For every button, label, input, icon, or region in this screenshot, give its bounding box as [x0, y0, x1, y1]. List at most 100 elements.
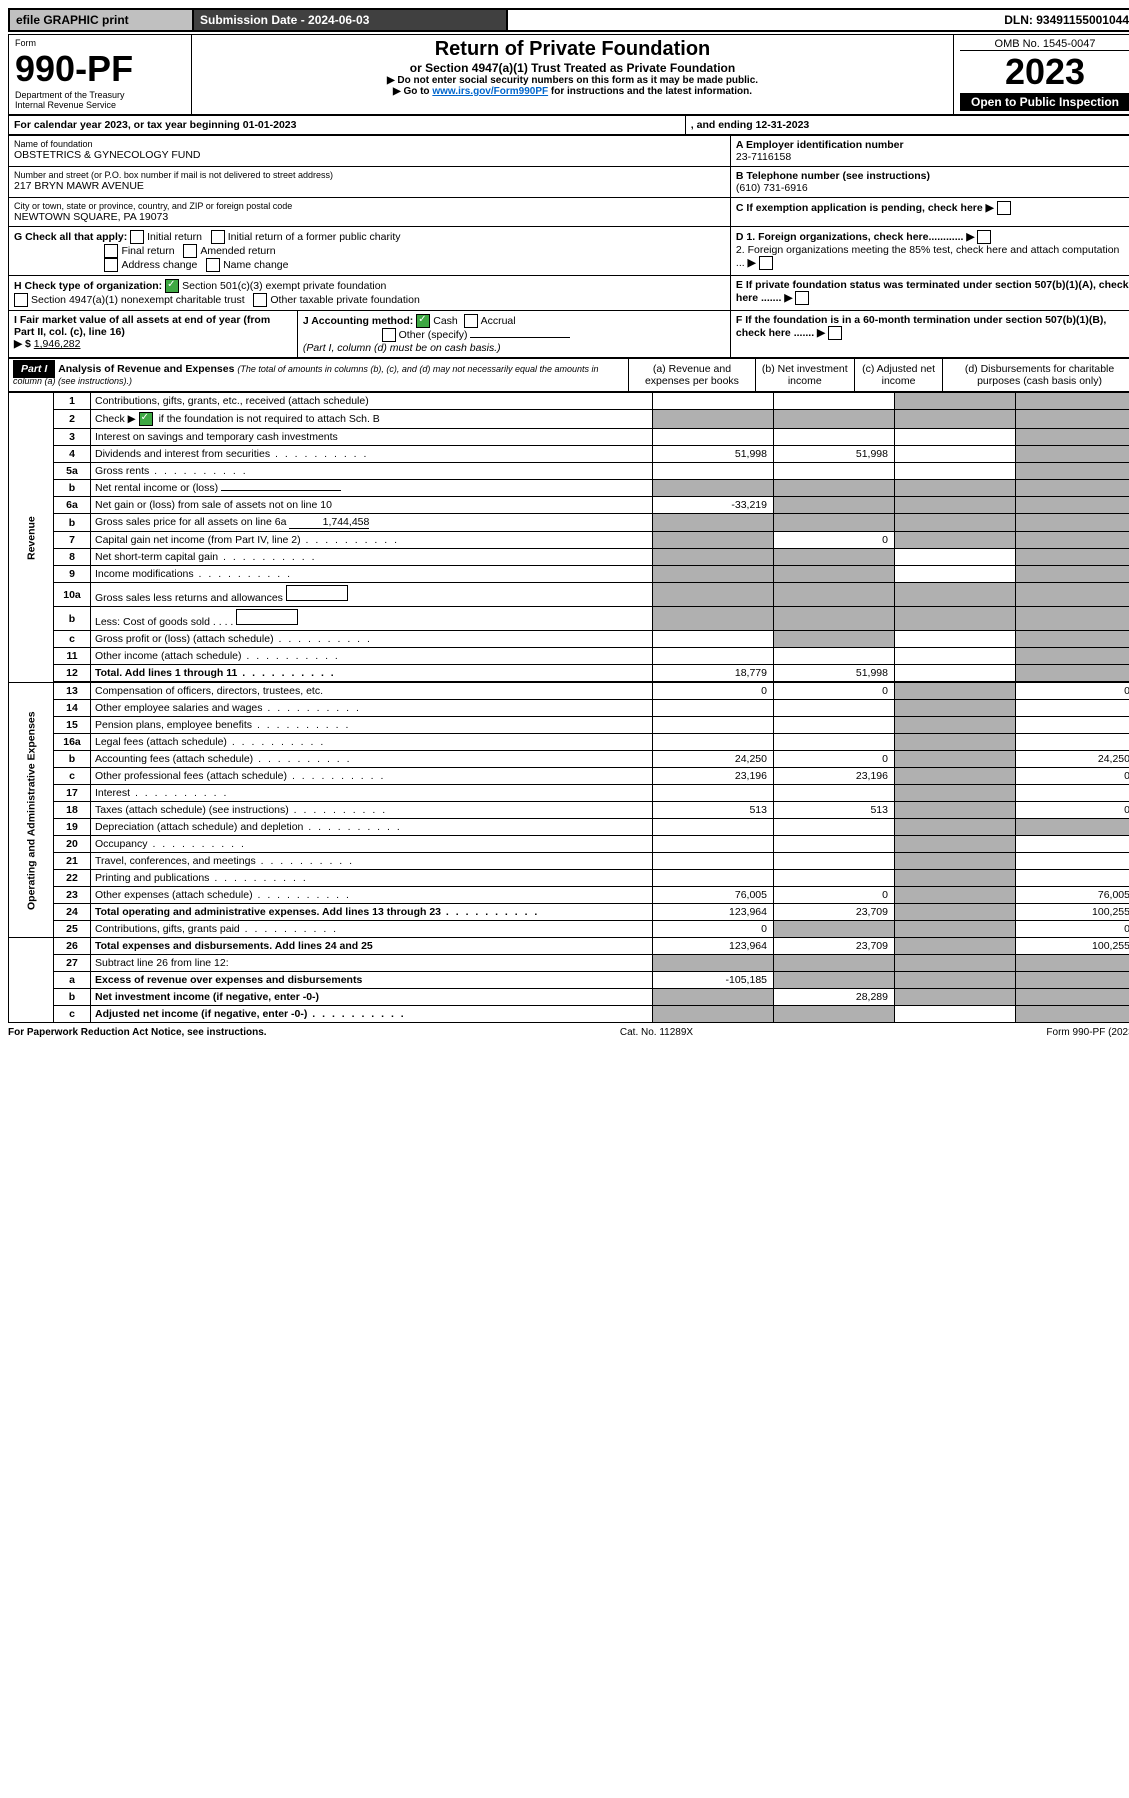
j-other-input[interactable]: [470, 337, 570, 338]
city-label: City or town, state or province, country…: [14, 201, 725, 211]
arrow-icon: ▶: [966, 231, 974, 243]
r5b-input[interactable]: [221, 490, 341, 491]
cell-val: 0: [1016, 683, 1129, 700]
line-desc: Dividends and interest from securities: [91, 446, 653, 463]
line-num: 14: [54, 700, 91, 717]
line-num: 7: [54, 532, 91, 549]
top-bar: efile GRAPHIC print Submission Date - 20…: [8, 8, 1129, 32]
d-section: D 1. Foreign organizations, check here..…: [730, 227, 1129, 276]
g-initial-checkbox[interactable]: [130, 230, 144, 244]
addr-label: Number and street (or P.O. box number if…: [14, 170, 725, 180]
calendar-year-row: For calendar year 2023, or tax year begi…: [8, 115, 1129, 135]
cell-val: 123,964: [653, 904, 774, 921]
cell-val: 123,964: [653, 938, 774, 955]
cell-val: 51,998: [653, 446, 774, 463]
col-d-head: (d) Disbursements for charitable purpose…: [943, 359, 1129, 392]
form-header: Form 990-PF Department of the Treasury I…: [8, 34, 1129, 115]
omb-number: OMB No. 1545-0047: [960, 38, 1129, 51]
g-addrchg-checkbox[interactable]: [104, 258, 118, 272]
cell-val: 0: [653, 921, 774, 938]
ein-label: A Employer identification number: [736, 139, 1129, 151]
line-desc: Total. Add lines 1 through 11: [91, 665, 653, 682]
d2-checkbox[interactable]: [759, 256, 773, 270]
r10a-text: Gross sales less returns and allowances: [95, 592, 283, 604]
line-desc: Net rental income or (loss): [91, 480, 653, 497]
tel-label: B Telephone number (see instructions): [736, 170, 1129, 182]
line-desc: Check ▶ if the foundation is not require…: [91, 410, 653, 429]
line-num: a: [54, 972, 91, 989]
d1-checkbox[interactable]: [977, 230, 991, 244]
foundation-name: OBSTETRICS & GYNECOLOGY FUND: [14, 149, 725, 161]
addr-value: 217 BRYN MAWR AVENUE: [14, 180, 725, 192]
g-section: G Check all that apply: Initial return I…: [9, 227, 731, 276]
cal-year-end: , and ending 12-31-2023: [685, 116, 1129, 135]
r6b-text: Gross sales price for all assets on line…: [95, 516, 286, 528]
h-501c3: Section 501(c)(3) exempt private foundat…: [182, 280, 386, 292]
h-other: Other taxable private foundation: [270, 294, 419, 306]
c-checkbox[interactable]: [997, 201, 1011, 215]
g-former-checkbox[interactable]: [211, 230, 225, 244]
line-num: 5a: [54, 463, 91, 480]
g-label: G Check all that apply:: [14, 231, 127, 243]
line-desc: Taxes (attach schedule) (see instruction…: [91, 802, 653, 819]
instr2-pre: ▶ Go to: [393, 86, 432, 97]
j-accrual: Accrual: [481, 315, 516, 327]
line-num: 6a: [54, 497, 91, 514]
col-b-head: (b) Net investment income: [755, 359, 855, 392]
i-arrow: ▶ $: [14, 338, 31, 350]
c-exemption: C If exemption application is pending, c…: [730, 198, 1129, 227]
line-desc: Subtract line 26 from line 12:: [91, 955, 653, 972]
line-num: b: [54, 480, 91, 497]
g-former: Initial return of a former public charit…: [228, 231, 401, 243]
line-num: 10a: [54, 583, 91, 607]
cell-val: -33,219: [653, 497, 774, 514]
r10b-text: Less: Cost of goods sold: [95, 616, 210, 628]
instr2-post: for instructions and the latest informat…: [548, 86, 752, 97]
cell-val: 76,005: [653, 887, 774, 904]
line-desc: Total expenses and disbursements. Add li…: [91, 938, 653, 955]
h-4947-checkbox[interactable]: [14, 293, 28, 307]
line-num: 24: [54, 904, 91, 921]
schb-checkbox[interactable]: [139, 412, 153, 426]
f-checkbox[interactable]: [828, 326, 842, 340]
instr-1: ▶ Do not enter social security numbers o…: [198, 75, 947, 86]
r10b-box[interactable]: [236, 609, 298, 625]
j-other-checkbox[interactable]: [382, 328, 396, 342]
line-num: c: [54, 1006, 91, 1023]
line-num: 23: [54, 887, 91, 904]
g-initial: Initial return: [147, 231, 202, 243]
line-num: 18: [54, 802, 91, 819]
g-namechg-checkbox[interactable]: [206, 258, 220, 272]
i-section: I Fair market value of all assets at end…: [9, 311, 297, 357]
line-desc: Contributions, gifts, grants, etc., rece…: [91, 393, 653, 410]
cell-val: 100,255: [1016, 904, 1129, 921]
cell-val: 100,255: [1016, 938, 1129, 955]
dln: DLN: 93491155001044: [507, 9, 1129, 31]
line-num: 16a: [54, 734, 91, 751]
line-num: 11: [54, 648, 91, 665]
line-desc: Contributions, gifts, grants paid: [91, 921, 653, 938]
h-501c3-checkbox[interactable]: [165, 279, 179, 293]
g-final-checkbox[interactable]: [104, 244, 118, 258]
cell-val: 24,250: [1016, 751, 1129, 768]
e-checkbox[interactable]: [795, 291, 809, 305]
line-num: 3: [54, 429, 91, 446]
footer: For Paperwork Reduction Act Notice, see …: [8, 1027, 1129, 1038]
line-num: 8: [54, 549, 91, 566]
fmv-value: 1,946,282: [34, 338, 81, 350]
line-desc: Other income (attach schedule): [91, 648, 653, 665]
line-desc: Interest: [91, 785, 653, 802]
open-public: Open to Public Inspection: [960, 93, 1129, 111]
g-amended-checkbox[interactable]: [183, 244, 197, 258]
tax-year: 2023: [960, 51, 1129, 93]
arrow-icon: ▶: [986, 202, 994, 214]
j-cash-checkbox[interactable]: [416, 314, 430, 328]
h-other-checkbox[interactable]: [253, 293, 267, 307]
j-accrual-checkbox[interactable]: [464, 314, 478, 328]
line-num: 17: [54, 785, 91, 802]
efile-print-btn[interactable]: efile GRAPHIC print: [9, 9, 193, 31]
j-label: J Accounting method:: [303, 315, 413, 327]
form990pf-link[interactable]: www.irs.gov/Form990PF: [432, 86, 548, 97]
r10a-box[interactable]: [286, 585, 348, 601]
line-desc: Travel, conferences, and meetings: [91, 853, 653, 870]
